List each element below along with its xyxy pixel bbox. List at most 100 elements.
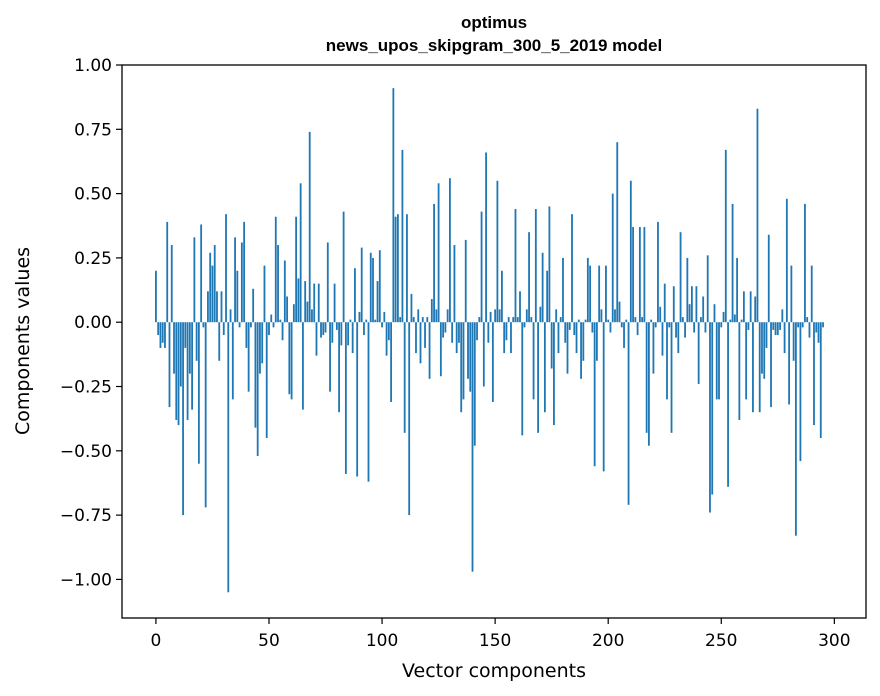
bar [659, 306, 662, 323]
bar [268, 322, 270, 336]
bar [399, 317, 402, 323]
bar [815, 322, 818, 333]
bar [742, 291, 745, 323]
bar [668, 322, 671, 328]
bar [365, 319, 368, 323]
bar [589, 265, 592, 323]
bar [467, 322, 469, 379]
bar [632, 227, 634, 323]
bar [243, 221, 246, 323]
bar [543, 322, 546, 413]
bar [785, 198, 788, 323]
bar [155, 270, 157, 323]
bar [385, 322, 388, 356]
bar [274, 216, 277, 323]
bar [290, 322, 293, 400]
bar [684, 322, 686, 338]
x-tick-label: 200 [592, 631, 624, 651]
bar [541, 252, 544, 323]
bar [424, 322, 426, 348]
x-tick-label: 300 [818, 631, 850, 651]
bar [387, 322, 390, 341]
bar [222, 322, 225, 336]
bar [695, 286, 698, 323]
bar [207, 291, 209, 323]
bar [168, 322, 171, 408]
bar [600, 309, 603, 323]
bar [173, 322, 175, 374]
y-tick-label: 0.00 [74, 313, 112, 333]
bar [338, 322, 340, 413]
bar [627, 322, 630, 505]
bar [546, 270, 549, 323]
bar [482, 322, 485, 387]
bar [356, 322, 359, 477]
bar [193, 237, 196, 323]
bar [281, 322, 284, 341]
bar [415, 322, 417, 354]
bar [430, 299, 433, 323]
x-tick-label: 250 [705, 631, 737, 651]
bar [641, 317, 644, 323]
bar [813, 322, 815, 426]
bar [688, 304, 691, 323]
bar [573, 322, 576, 336]
bar [666, 322, 668, 400]
bar [514, 209, 517, 323]
bar [761, 322, 763, 374]
bar [643, 227, 646, 323]
bar [731, 203, 734, 323]
bar [177, 322, 180, 426]
bar [197, 322, 200, 464]
bar [406, 214, 408, 323]
bar [288, 322, 291, 395]
bar [363, 322, 365, 336]
bar [446, 309, 449, 323]
bar [469, 322, 472, 392]
bar [453, 245, 456, 323]
y-tick-label: 0.50 [74, 185, 112, 205]
bar [485, 152, 487, 323]
bar [521, 322, 524, 436]
bar [458, 322, 460, 343]
bar [797, 322, 800, 328]
bar [220, 291, 223, 323]
bar [686, 257, 689, 323]
bar [261, 322, 264, 364]
y-tick-label: 1.00 [74, 56, 112, 76]
bar [408, 322, 411, 516]
bar [360, 247, 363, 323]
bars-group [155, 88, 824, 593]
y-axis-label: Components values [12, 247, 34, 435]
bar [555, 309, 558, 323]
bar [367, 322, 370, 482]
bar [584, 319, 587, 323]
bar [738, 322, 741, 420]
bar [295, 216, 298, 323]
bar [331, 322, 334, 343]
bar [781, 309, 784, 323]
bar [745, 322, 748, 400]
bar [503, 322, 506, 354]
bar [383, 311, 386, 323]
bar [428, 322, 431, 379]
bar [616, 142, 619, 323]
bar [344, 322, 347, 474]
bar [157, 322, 160, 336]
bar [315, 322, 318, 356]
bar [283, 260, 286, 323]
bar [645, 322, 648, 433]
bar [326, 242, 329, 323]
bar [340, 322, 343, 346]
bar [378, 250, 381, 323]
bar [810, 265, 813, 323]
bar [498, 309, 501, 323]
bar [238, 322, 241, 328]
bar [747, 322, 750, 330]
bar [704, 322, 707, 333]
bar [736, 257, 739, 323]
bar [720, 322, 723, 328]
bar [819, 322, 822, 438]
bar [620, 322, 623, 328]
bar [401, 149, 404, 323]
